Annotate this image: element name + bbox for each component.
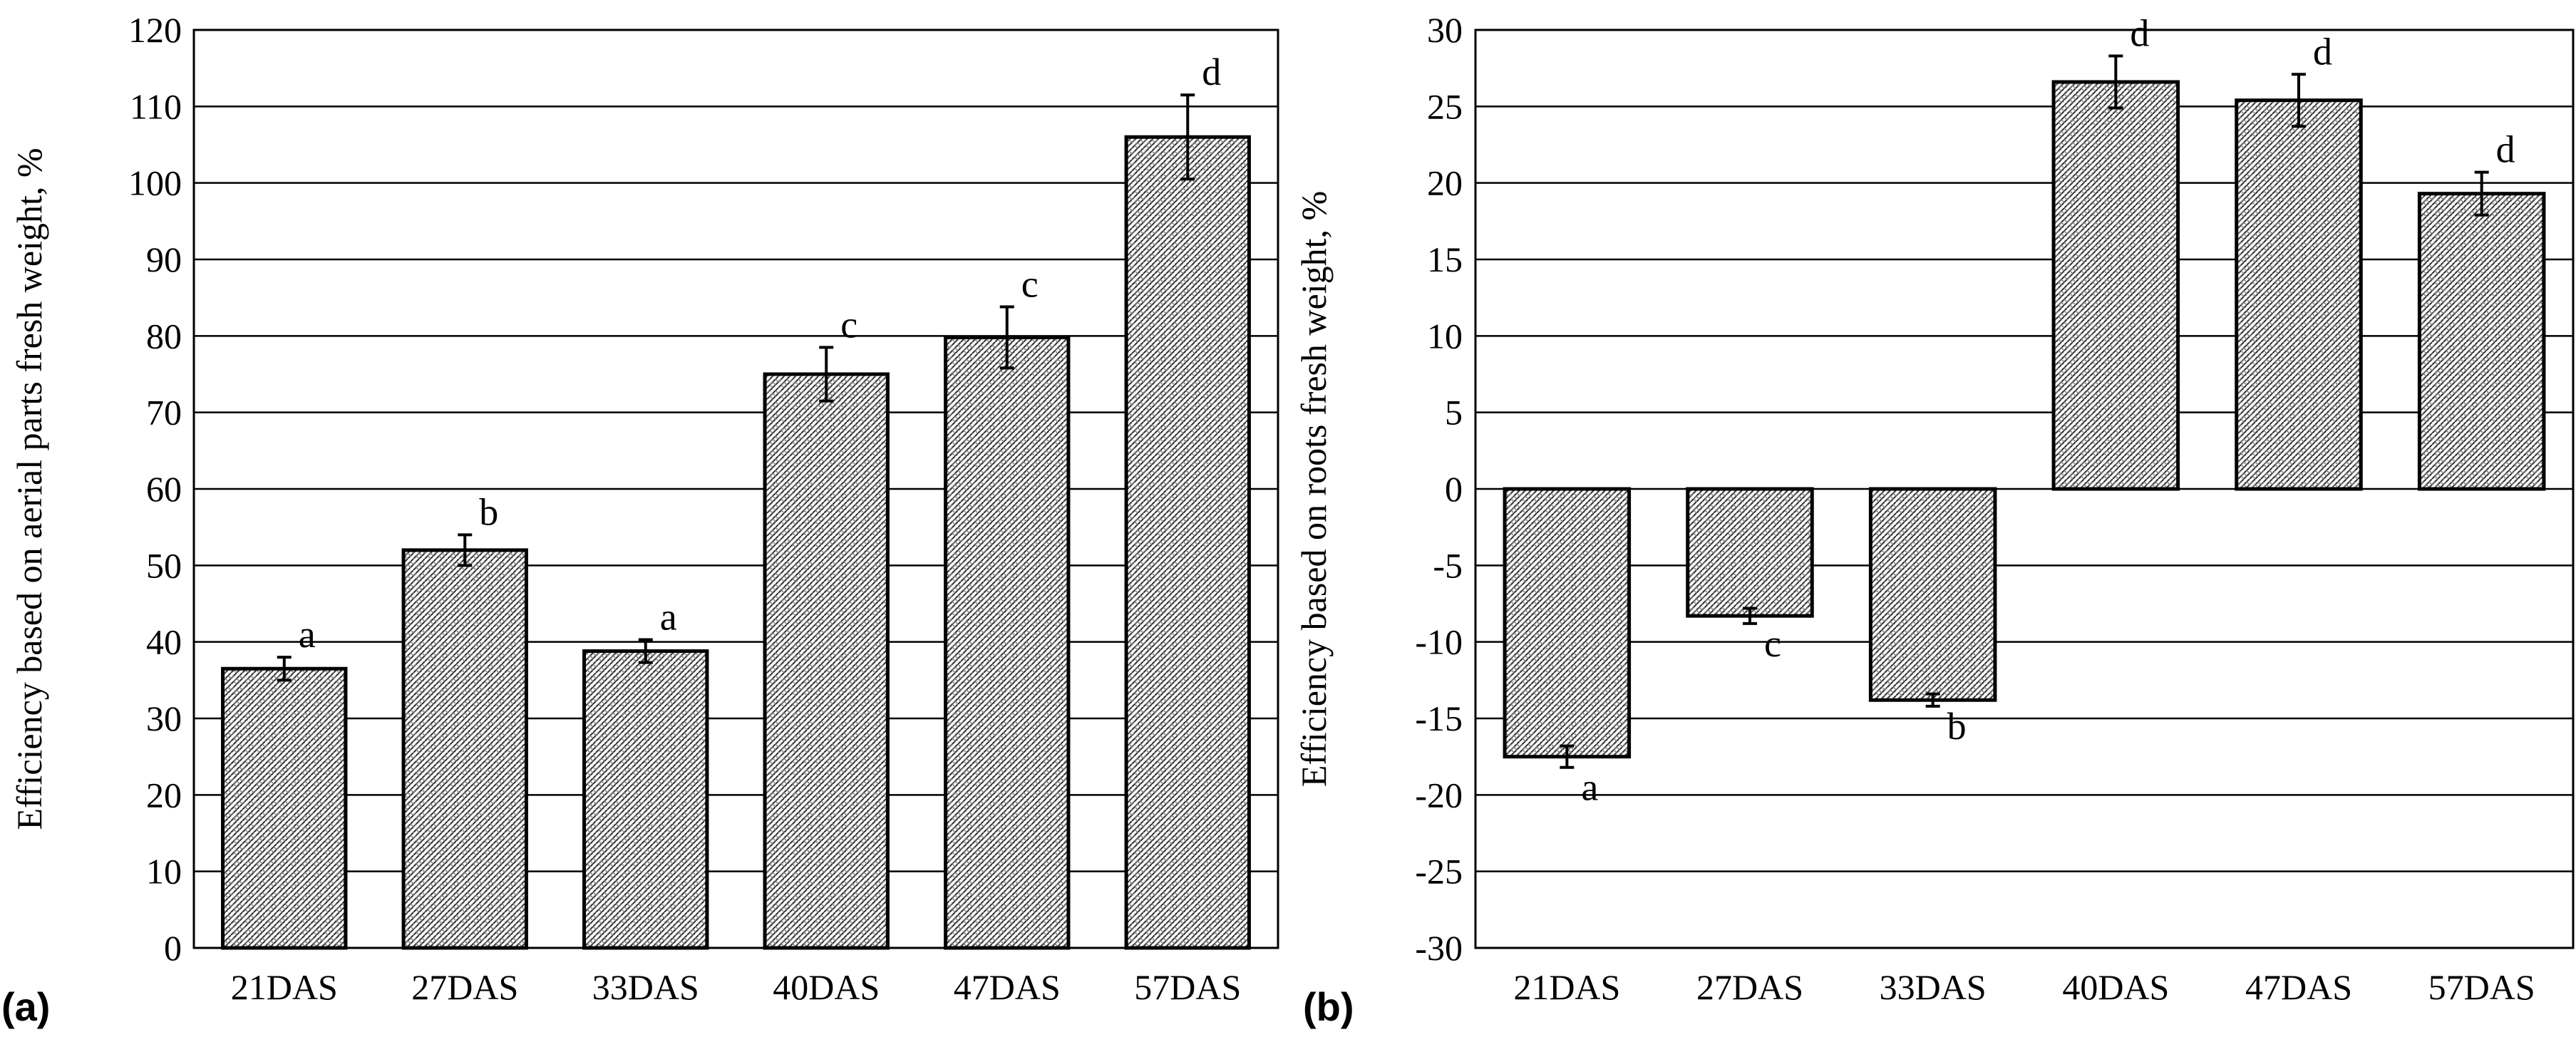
panel-b-bar [2235, 98, 2363, 491]
panel-a-ytick-label: 50 [146, 545, 182, 585]
panel-b-xtick-label: 40DAS [2062, 967, 2169, 1007]
panel-b-label: (b) [1303, 984, 1354, 1029]
panel-b-ytick-label: -5 [1433, 545, 1463, 585]
panel-b-xtick-label: 33DAS [1880, 967, 1987, 1007]
panel-b-significance-label: d [2313, 30, 2332, 73]
panel-a-ytick-label: 100 [128, 163, 182, 203]
panel-a-ytick-label: 60 [146, 469, 182, 509]
panel-a-xtick-label: 27DAS [411, 967, 518, 1007]
panel-b-ytick-label: 30 [1427, 10, 1463, 50]
panel-b-ytick-label: -20 [1415, 775, 1463, 815]
panel-b-ytick-label: 10 [1427, 316, 1463, 356]
panel-b-significance-label: a [1581, 766, 1598, 809]
panel-b-ytick-label: -30 [1415, 928, 1463, 968]
panel-b-ytick-label: -10 [1415, 622, 1463, 662]
panel-a-bar [763, 372, 890, 950]
panel-a-ylabel: Efficiency based on aerial parts fresh w… [9, 148, 49, 830]
panel-a-significance-label: c [840, 303, 857, 346]
panel-b: -30 -25 -20 -15 -10 -5 0 5 10 15 20 25 30 Efficiency … [1294, 10, 2575, 1007]
panel-b-ytick-label: -25 [1415, 852, 1463, 892]
panel-b-bar [2417, 192, 2546, 491]
panel-a-plot-frame [192, 29, 1279, 949]
panel-a: 0 10 20 30 40 50 60 70 80 90 100 110 120 Efficiency b… [9, 10, 1279, 1007]
panel-a-bar [1124, 135, 1251, 950]
panel-b-bar [1686, 487, 1814, 618]
panel-a-bar [582, 649, 709, 950]
panel-b-plot-frame [1474, 29, 2575, 949]
panel-a-bar [401, 548, 528, 950]
panel-b-significance-label: b [1947, 705, 1967, 748]
panel-a-ytick-label: 120 [128, 10, 182, 50]
panel-b-ytick-label: -15 [1415, 698, 1463, 738]
panel-b-significance-label: d [2130, 11, 2149, 54]
panel-b-bar [1868, 487, 1997, 702]
panel-b-xtick-label: 27DAS [1696, 967, 1803, 1007]
panel-a-significance-label: d [1202, 51, 1221, 93]
panel-b-significance-label: c [1764, 622, 1781, 665]
panel-b-ytick-label: 25 [1427, 86, 1463, 126]
panel-a-significance-label: c [1021, 263, 1039, 306]
panel-b-significance-label: d [2496, 128, 2515, 171]
panel-a-ytick-label: 70 [146, 393, 182, 433]
panel-a-xtick-label: 21DAS [231, 967, 338, 1007]
panel-a-ytick-label: 0 [164, 928, 182, 968]
panel-a-xtick-label: 33DAS [592, 967, 699, 1007]
panel-b-xtick-label: 47DAS [2245, 967, 2352, 1007]
panel-b-ytick-label: 15 [1427, 239, 1463, 279]
panel-a-xtick-label: 57DAS [1134, 967, 1241, 1007]
panel-a-ytick-label: 20 [146, 775, 182, 815]
panel-a-significance-label: a [660, 595, 677, 638]
panel-a-ytick-label: 110 [130, 86, 182, 126]
panel-b-xtick-label: 21DAS [1513, 967, 1620, 1007]
panel-b-ytick-label: 5 [1445, 393, 1463, 433]
panel-a-ytick-label: 90 [146, 239, 182, 279]
panel-a-ytick-label: 30 [146, 698, 182, 738]
panel-a-label: (a) [1, 984, 50, 1029]
panel-a-bar [221, 666, 348, 950]
panel-b-ytick-label: 0 [1445, 469, 1463, 509]
panel-a-ytick-label: 10 [146, 852, 182, 892]
panel-a-bar [944, 335, 1071, 950]
panel-b-bar [1503, 487, 1632, 759]
panel-a-xtick-label: 40DAS [773, 967, 880, 1007]
panel-a-ytick-label: 80 [146, 316, 182, 356]
panel-a-significance-label: b [479, 490, 498, 533]
panel-a-significance-label: a [299, 613, 316, 656]
panel-a-xtick-label: 47DAS [954, 967, 1061, 1007]
panel-b-xtick-label: 57DAS [2428, 967, 2535, 1007]
panel-b-bar [2051, 80, 2180, 491]
panel-a-ytick-label: 40 [146, 622, 182, 662]
panel-b-ytick-label: 20 [1427, 163, 1463, 203]
panel-b-ylabel: Efficiency based on roots fresh weight, … [1294, 191, 1334, 787]
